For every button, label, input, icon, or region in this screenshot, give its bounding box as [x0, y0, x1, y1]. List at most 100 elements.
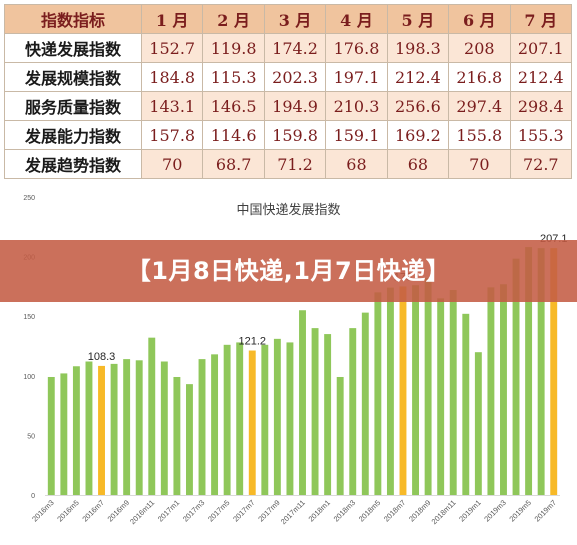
bar: [85, 361, 93, 495]
table-header-cell: 5 月: [386, 4, 450, 34]
table-cell: 143.1: [140, 91, 204, 121]
table-row: 快递发展指数 152.7 119.8 174.2 176.8 198.3 208…: [4, 33, 573, 63]
bar: [261, 344, 269, 495]
x-tick-label: 2019m3: [482, 498, 508, 524]
data-label: 121.2: [238, 336, 266, 348]
table-cell: 194.9: [263, 91, 327, 121]
x-tick-label: 2017m5: [206, 498, 232, 524]
table-cell: 184.8: [140, 62, 204, 92]
bar: [110, 363, 118, 495]
y-tick-label: 0: [31, 493, 35, 500]
bar: [198, 359, 206, 495]
bar: [47, 376, 55, 495]
table-header-cell: 6 月: [448, 4, 511, 34]
row-label: 快递发展指数: [4, 33, 142, 63]
bar: [186, 384, 193, 495]
table-row: 服务质量指数 143.1 146.5 194.9 210.3 256.6 297…: [4, 91, 573, 121]
bar: [135, 360, 143, 495]
y-tick-label: 250: [23, 195, 35, 202]
table-cell: 208: [448, 33, 511, 63]
bar: [487, 287, 495, 495]
bar: [223, 344, 231, 495]
x-tick-label: 2018m7: [382, 498, 408, 524]
bar: [299, 310, 306, 495]
bar: [412, 285, 419, 495]
x-tick-label: 2017m1: [156, 498, 182, 524]
bar: [286, 342, 294, 495]
bar: [236, 342, 244, 495]
table-cell: 155.8: [448, 120, 511, 150]
bar-chart: 0501001502002502016m32016m52016m72016m92…: [23, 195, 567, 526]
x-tick-label: 2018m3: [332, 498, 358, 524]
bar-highlight: [248, 350, 256, 495]
bar: [324, 334, 332, 495]
table-cell: 174.2: [263, 33, 327, 63]
table-cell: 256.6: [386, 91, 450, 121]
table-header-cell: 1 月: [140, 4, 204, 34]
table-cell: 216.8: [448, 62, 511, 92]
table-cell: 152.7: [140, 33, 204, 63]
bar: [211, 354, 219, 495]
bar: [374, 292, 382, 495]
table-cell: 155.3: [509, 120, 573, 150]
table-row: 发展趋势指数 70 68.7 71.2 68 68 70 72.7: [4, 149, 573, 179]
table-cell: 70: [140, 149, 204, 179]
bar: [537, 248, 545, 495]
table-cell: 207.1: [509, 33, 573, 63]
row-label: 发展趋势指数: [4, 149, 142, 179]
table-header-cell: 3 月: [263, 4, 327, 34]
table-cell: 202.3: [263, 62, 327, 92]
x-tick-label: 2018m1: [307, 498, 333, 524]
x-tick-label: 2016m3: [30, 498, 56, 524]
bar: [311, 328, 319, 495]
table-header-cell: 指数指标: [4, 4, 142, 34]
bar: [449, 289, 457, 495]
banner-text: 【1月8日快递,1月7日快递】: [126, 257, 451, 285]
bar: [512, 258, 520, 495]
bar-highlight: [399, 286, 407, 495]
bar: [462, 313, 470, 495]
bar: [160, 361, 168, 495]
table-cell: 169.2: [386, 120, 450, 150]
table-cell: 159.1: [325, 120, 388, 150]
table-cell: 114.6: [202, 120, 265, 150]
bar: [273, 338, 281, 495]
table-cell: 115.3: [202, 62, 265, 92]
bar: [386, 287, 394, 495]
table-cell: 68.7: [202, 149, 265, 179]
table-cell: 70: [448, 149, 511, 179]
table-header-cell: 2 月: [202, 4, 265, 34]
table-row: 发展能力指数 157.8 114.6 159.8 159.1 169.2 155…: [4, 120, 573, 150]
table-cell: 68: [386, 149, 450, 179]
row-label: 发展能力指数: [4, 120, 142, 150]
table-cell: 297.4: [448, 91, 511, 121]
x-tick-label: 2019m7: [533, 498, 559, 524]
y-tick-label: 50: [27, 433, 35, 440]
x-tick-label: 2018m5: [357, 498, 383, 524]
x-tick-label: 2017m7: [231, 498, 257, 524]
bar-highlight: [98, 365, 105, 495]
y-tick-label: 150: [23, 314, 35, 321]
table-cell: 210.3: [325, 91, 388, 121]
table-header-cell: 4 月: [325, 4, 388, 34]
bar: [361, 312, 369, 495]
table-cell: 157.8: [140, 120, 204, 150]
table-cell: 119.8: [202, 33, 265, 63]
x-tick-label: 2018m11: [430, 498, 458, 526]
title-banner: 【1月8日快递,1月7日快递】: [0, 240, 577, 302]
x-tick-label: 2017m3: [181, 498, 207, 524]
bar: [500, 284, 507, 495]
x-tick-label: 2016m7: [80, 498, 106, 524]
chart-area: 中国快递发展指数 0501001502002502016m32016m52016…: [0, 185, 577, 541]
data-label: 108.3: [88, 351, 116, 363]
table-header-cell: 7 月: [509, 4, 573, 34]
bar: [424, 278, 432, 495]
table-cell: 159.8: [263, 120, 327, 150]
chart-title: 中国快递发展指数: [236, 202, 341, 217]
x-tick-label: 2019m5: [507, 498, 533, 524]
table-cell: 176.8: [325, 33, 388, 63]
x-tick-label: 2016m11: [128, 498, 156, 526]
table-cell: 197.1: [325, 62, 388, 92]
table-cell: 146.5: [202, 91, 265, 121]
bar: [437, 298, 445, 495]
